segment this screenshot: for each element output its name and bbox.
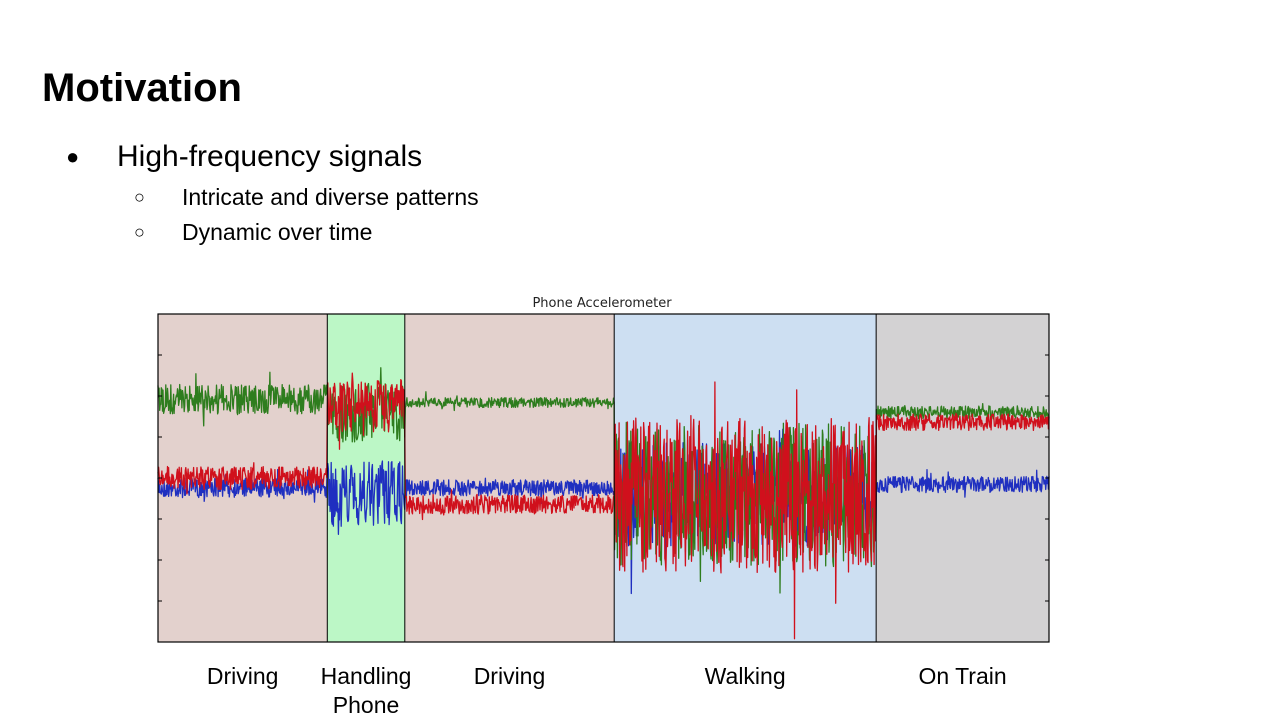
slide-title: Motivation bbox=[42, 66, 242, 110]
accelerometer-chart: Phone Accelerometer bbox=[157, 296, 1050, 643]
accelerometer-series-line bbox=[157, 367, 1050, 594]
activity-label: On Train bbox=[918, 663, 1007, 689]
bullet-marker: ○ bbox=[134, 221, 145, 242]
accelerometer-series-line bbox=[157, 372, 1050, 640]
bullet-marker: ○ bbox=[134, 186, 145, 207]
bullet-intricate-patterns: ○ Intricate and diverse patterns bbox=[134, 181, 479, 213]
accelerometer-series-line bbox=[157, 428, 1050, 595]
chart-title: Phone Accelerometer bbox=[532, 296, 672, 311]
bullet-dynamic-over-time: ○ Dynamic over time bbox=[134, 216, 372, 248]
activity-label: Driving bbox=[206, 663, 279, 689]
activity-label: Handling Phone bbox=[320, 663, 412, 718]
activity-label: Walking bbox=[704, 663, 786, 689]
bullet-marker: ● bbox=[66, 144, 80, 169]
plot-frame bbox=[157, 313, 1050, 643]
activity-band bbox=[876, 314, 1049, 642]
bullet-text: Intricate and diverse patterns bbox=[182, 183, 479, 210]
signal-lines bbox=[157, 367, 1050, 640]
activity-label: Driving bbox=[473, 663, 546, 689]
bullet-text: Dynamic over time bbox=[182, 218, 373, 245]
axis-ticks bbox=[158, 354, 1049, 602]
segment-dividers bbox=[326, 314, 877, 642]
activity-band bbox=[404, 314, 615, 642]
bullet-text: High-frequency signals bbox=[117, 140, 423, 173]
bullet-high-frequency: ● High-frequency signals bbox=[66, 137, 422, 177]
